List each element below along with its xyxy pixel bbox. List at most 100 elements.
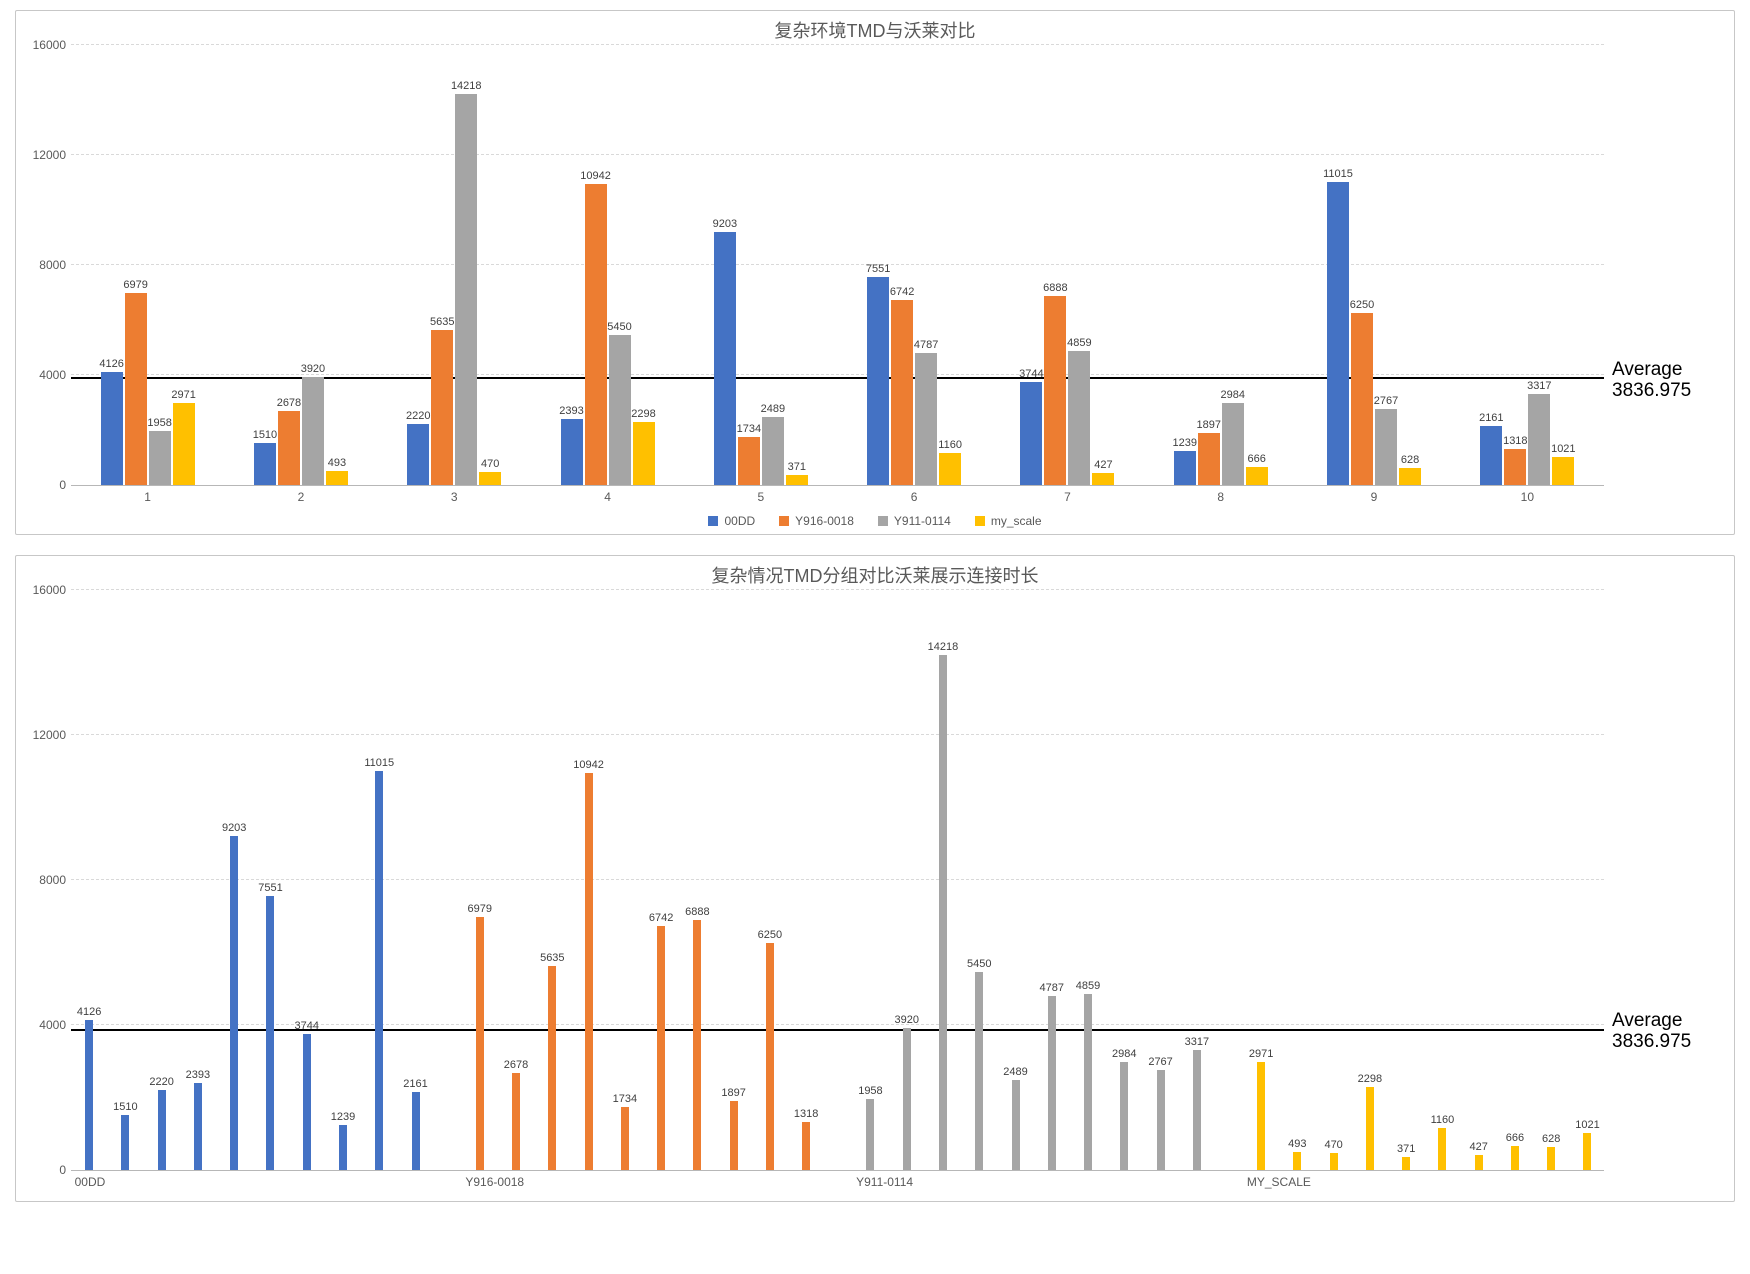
chart2-x-labels: 00DDY916-0018Y911-0114MY_SCALE: [71, 1171, 1604, 1193]
bar: 14218: [455, 94, 477, 485]
series-block: 4126151022202393920375513744123911015216…: [71, 590, 434, 1170]
bar: 1318: [1504, 449, 1526, 485]
chart1-bars: 4126697919582971151026783920493222056351…: [71, 45, 1604, 485]
bar: 4787: [1048, 996, 1056, 1170]
bar: 1160: [1438, 1128, 1446, 1170]
bar: 2767: [1375, 409, 1397, 485]
bar: 4126: [85, 1020, 93, 1170]
bar-cell: 1734: [607, 1107, 643, 1170]
series-block: 6979267856351094217346742688818976250131…: [462, 590, 825, 1170]
bar: 1318: [802, 1122, 810, 1170]
bar: 6979: [125, 293, 147, 485]
bar-cell: 2971: [1243, 1062, 1279, 1170]
bar: 1897: [1198, 433, 1220, 485]
bar-value-label: 628: [1542, 1133, 1560, 1147]
bar-cell: 1958: [852, 1099, 888, 1170]
y-tick-label: 4000: [21, 368, 66, 382]
bar: 6742: [891, 300, 913, 485]
bar: 1958: [149, 431, 171, 485]
bar: 5450: [609, 335, 631, 485]
y-tick-label: 4000: [21, 1018, 66, 1032]
y-tick-label: 12000: [21, 728, 66, 742]
legend-item: 00DD: [708, 514, 755, 528]
bar-cell: 4787: [1034, 996, 1070, 1170]
bar: 2984: [1120, 1062, 1128, 1170]
bar-cell: 2220: [144, 1090, 180, 1170]
bar-cell: 6888: [679, 920, 715, 1170]
bar-value-label: 10942: [580, 170, 611, 184]
bar-value-label: 6888: [1043, 282, 1067, 296]
bar-value-label: 470: [481, 458, 499, 472]
bar: 2298: [1366, 1087, 1374, 1170]
bar-value-label: 4126: [99, 358, 123, 372]
bar-cell: 11015: [361, 771, 397, 1170]
x-label: 5: [684, 486, 837, 504]
bar-cell: 6742: [643, 926, 679, 1170]
bar-value-label: 371: [788, 461, 806, 475]
x-label: 3: [378, 486, 531, 504]
bar-value-label: 6250: [1350, 299, 1374, 313]
bar: 427: [1092, 473, 1114, 485]
bar-cell: 1897: [716, 1101, 752, 1170]
bar-value-label: 6979: [468, 903, 492, 917]
bar: 628: [1547, 1147, 1555, 1170]
bar: 1021: [1583, 1133, 1591, 1170]
bar: 493: [1293, 1152, 1301, 1170]
bar: 493: [326, 471, 348, 485]
y-tick-label: 0: [21, 1163, 66, 1177]
bar-cell: 5635: [534, 966, 570, 1170]
bar-cell: 2984: [1106, 1062, 1142, 1170]
bar: 6888: [693, 920, 701, 1170]
bar-value-label: 1021: [1575, 1119, 1599, 1133]
bar-value-label: 1510: [113, 1101, 137, 1115]
bar-value-label: 2678: [277, 397, 301, 411]
y-tick-label: 16000: [21, 38, 66, 52]
bar-cell: 9203: [216, 836, 252, 1170]
bar-group: 123918972984666: [1144, 45, 1297, 485]
bar-cell: 4859: [1070, 994, 1106, 1170]
bar: 10942: [585, 773, 593, 1170]
y-tick-label: 8000: [21, 258, 66, 272]
legend-label: 00DD: [724, 514, 755, 528]
chart1-title: 复杂环境TMD与沃莱对比: [16, 11, 1734, 45]
bar-value-label: 2489: [1003, 1066, 1027, 1080]
chart2-title: 复杂情况TMD分组对比沃莱展示连接时长: [16, 556, 1734, 590]
bar: 1734: [738, 437, 760, 485]
bar-value-label: 2984: [1220, 389, 1244, 403]
bar: 1510: [254, 443, 276, 485]
chart2-plot-wrap: 0400080001200016000Average3836.975412615…: [71, 590, 1604, 1193]
bar-value-label: 493: [328, 457, 346, 471]
bar-value-label: 1958: [147, 417, 171, 431]
bar: 7551: [266, 896, 274, 1170]
bar-value-label: 3317: [1185, 1036, 1209, 1050]
bar: 3920: [903, 1028, 911, 1170]
bar-value-label: 1239: [331, 1111, 355, 1125]
bar-group: 920317342489371: [684, 45, 837, 485]
y-tick-label: 8000: [21, 873, 66, 887]
bar-cell: 2393: [180, 1083, 216, 1170]
bar-cell: 1318: [788, 1122, 824, 1170]
bar-value-label: 2161: [1479, 412, 1503, 426]
bar-value-label: 2161: [403, 1078, 427, 1092]
bar: 4787: [915, 353, 937, 485]
bar-cell: 427: [1461, 1155, 1497, 1170]
bar-value-label: 1160: [1431, 1114, 1455, 1128]
bar-group: 7551674247871160: [837, 45, 990, 485]
x-series-label: MY_SCALE: [1247, 1171, 1311, 1189]
bar-value-label: 2971: [1249, 1048, 1273, 1062]
bar-value-label: 3920: [894, 1014, 918, 1028]
bar: 2489: [1012, 1080, 1020, 1170]
bar-value-label: 2984: [1112, 1048, 1136, 1062]
bar-value-label: 2298: [1358, 1073, 1382, 1087]
average-label-bottom: 3836.975: [1612, 381, 1722, 402]
bar-value-label: 5450: [967, 958, 991, 972]
bar: 1160: [939, 453, 961, 485]
bar-cell: 4126: [71, 1020, 107, 1170]
bar-group: 2220563514218470: [378, 45, 531, 485]
bar-value-label: 666: [1248, 453, 1266, 467]
chart1-plot-wrap: 0400080001200016000Average3836.975412669…: [71, 45, 1604, 504]
bar: 2220: [407, 424, 429, 485]
bar-cell: 2161: [397, 1092, 433, 1170]
bar-value-label: 4859: [1076, 980, 1100, 994]
bar: 1734: [621, 1107, 629, 1170]
